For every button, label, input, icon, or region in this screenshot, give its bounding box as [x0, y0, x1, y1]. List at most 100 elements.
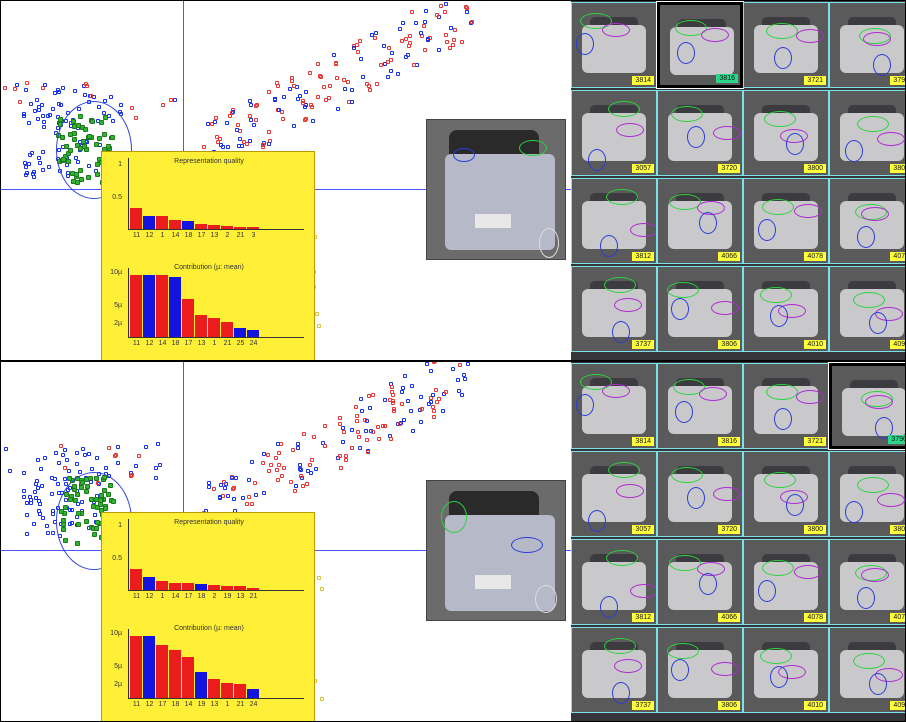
thumbnail-id-label: 4066	[718, 252, 740, 261]
thumbnail-tile[interactable]: 4093	[829, 627, 905, 713]
bar	[208, 679, 220, 698]
scatter-point	[320, 697, 325, 702]
scatter-point	[295, 441, 300, 446]
thumbnail-tile[interactable]: 3057	[571, 90, 657, 176]
thumbnail-tile[interactable]: 3720	[657, 451, 743, 537]
thumbnail-tile[interactable]: 3737	[571, 627, 657, 713]
scatter-point	[399, 38, 404, 43]
thumbnail-tile[interactable]: 3800	[743, 451, 829, 537]
feature-ellipse-icon	[699, 573, 717, 595]
thumbnail-tile[interactable]: 3806	[657, 266, 743, 352]
scatter-point	[338, 415, 343, 420]
scatter-point	[216, 139, 221, 144]
thumbnail-tile[interactable]: 3806	[657, 627, 743, 713]
feature-ellipse-icon	[861, 568, 889, 582]
thumbnail-tile[interactable]: 4066	[657, 539, 743, 625]
scatter-point	[42, 119, 47, 124]
thumbnail-tile[interactable]: 4010	[743, 266, 829, 352]
scatter-point	[41, 86, 46, 91]
x-tick-label: 1	[160, 232, 165, 239]
x-tick-label: 21	[249, 593, 258, 600]
scatter-point	[323, 424, 328, 429]
scatter-point	[25, 532, 30, 537]
scatter-point	[201, 145, 206, 150]
scatter-point	[143, 445, 148, 450]
scatter-point	[429, 400, 434, 405]
x-tick-label: 14	[184, 701, 193, 708]
thumbnail-tile[interactable]: 3721	[743, 2, 829, 88]
thumbnail-tile[interactable]: 3737	[571, 266, 657, 352]
thumbnail-tile[interactable]: 4078	[743, 539, 829, 625]
scatter-point	[244, 142, 249, 147]
feature-ellipse-icon	[774, 408, 792, 430]
scatter-point	[445, 39, 450, 44]
contribution-y-tick: 10µ	[110, 630, 122, 637]
thumbnail-tile[interactable]: 4010	[743, 627, 829, 713]
thumbnail-tile[interactable]: 4066	[657, 178, 743, 264]
scatter-point	[90, 467, 95, 472]
bar	[234, 684, 246, 698]
bar	[156, 645, 168, 698]
scatter-point	[360, 409, 365, 414]
bar	[156, 275, 168, 337]
thumbnail-tile[interactable]: 4079	[829, 178, 905, 264]
bar	[195, 672, 207, 698]
thumbnail-tile[interactable]: 3801	[829, 451, 905, 537]
x-tick-label: 2	[212, 593, 217, 600]
scatter-point	[350, 88, 355, 93]
scatter-point	[359, 397, 364, 402]
scatter-point	[343, 454, 348, 459]
thumbnail-tile[interactable]: 3790	[829, 2, 905, 88]
thumbnail-tile[interactable]: 3812	[571, 178, 657, 264]
thumbnail-tile[interactable]: 4079	[829, 539, 905, 625]
scatter-point	[405, 399, 410, 404]
scatter-point	[419, 419, 424, 424]
scatter-point	[218, 482, 223, 487]
scatter-point	[396, 422, 401, 427]
selection-ring-icon[interactable]	[56, 101, 132, 199]
feature-ellipse-icon	[869, 673, 887, 695]
thumbnail-tile[interactable]: 3721	[743, 363, 829, 449]
scatter-point	[307, 463, 312, 468]
thumbnail-tile[interactable]: 3790	[828, 362, 905, 450]
feature-ellipse-icon	[606, 550, 638, 566]
feature-ellipse-icon	[673, 379, 705, 395]
scatter-point	[40, 102, 45, 107]
thumbnail-tile[interactable]: 3720	[657, 90, 743, 176]
thumbnail-tile[interactable]: 3812	[571, 539, 657, 625]
thumbnail-tile[interactable]: 3814	[571, 363, 657, 449]
scatter-point	[206, 480, 211, 485]
scatter-point	[374, 30, 379, 35]
thumbnail-tile[interactable]: 3800	[743, 90, 829, 176]
scatter-point	[414, 21, 419, 26]
scatter-point	[356, 429, 361, 434]
scatter-point	[172, 98, 177, 103]
thumbnail-id-label: 4010	[804, 701, 826, 710]
thumbnail-tile[interactable]: 3814	[571, 2, 657, 88]
scatter-point	[276, 84, 281, 89]
thumbnail-tile[interactable]: 3816	[656, 1, 744, 89]
thumbnail-id-label: 3806	[718, 340, 740, 349]
scatter-point	[342, 86, 347, 91]
feature-ellipse-icon	[701, 28, 729, 42]
scatter-point	[261, 490, 266, 495]
feature-ellipse-icon	[865, 395, 893, 409]
scatter-point	[266, 90, 271, 95]
thumbnail-tile[interactable]: 3801	[829, 90, 905, 176]
scatter-point	[371, 393, 376, 398]
thumbnail-tile[interactable]: 3816	[657, 363, 743, 449]
thumbnail-tile[interactable]: 3057	[571, 451, 657, 537]
x-tick-label: 14	[158, 340, 167, 347]
scatter-point	[63, 466, 68, 471]
scatter-point	[298, 467, 303, 472]
scatter-point	[356, 435, 361, 440]
scatter-point	[273, 96, 278, 101]
thumbnail-tile[interactable]: 4078	[743, 178, 829, 264]
thumbnail-tile[interactable]: 4093	[829, 266, 905, 352]
scatter-point	[305, 482, 310, 487]
zoomed-vehicle-image[interactable]	[426, 480, 566, 621]
contribution-x-axis	[128, 698, 304, 699]
scatter-point	[218, 136, 223, 141]
scatter-point	[401, 20, 405, 25]
zoomed-vehicle-image[interactable]	[426, 119, 566, 260]
